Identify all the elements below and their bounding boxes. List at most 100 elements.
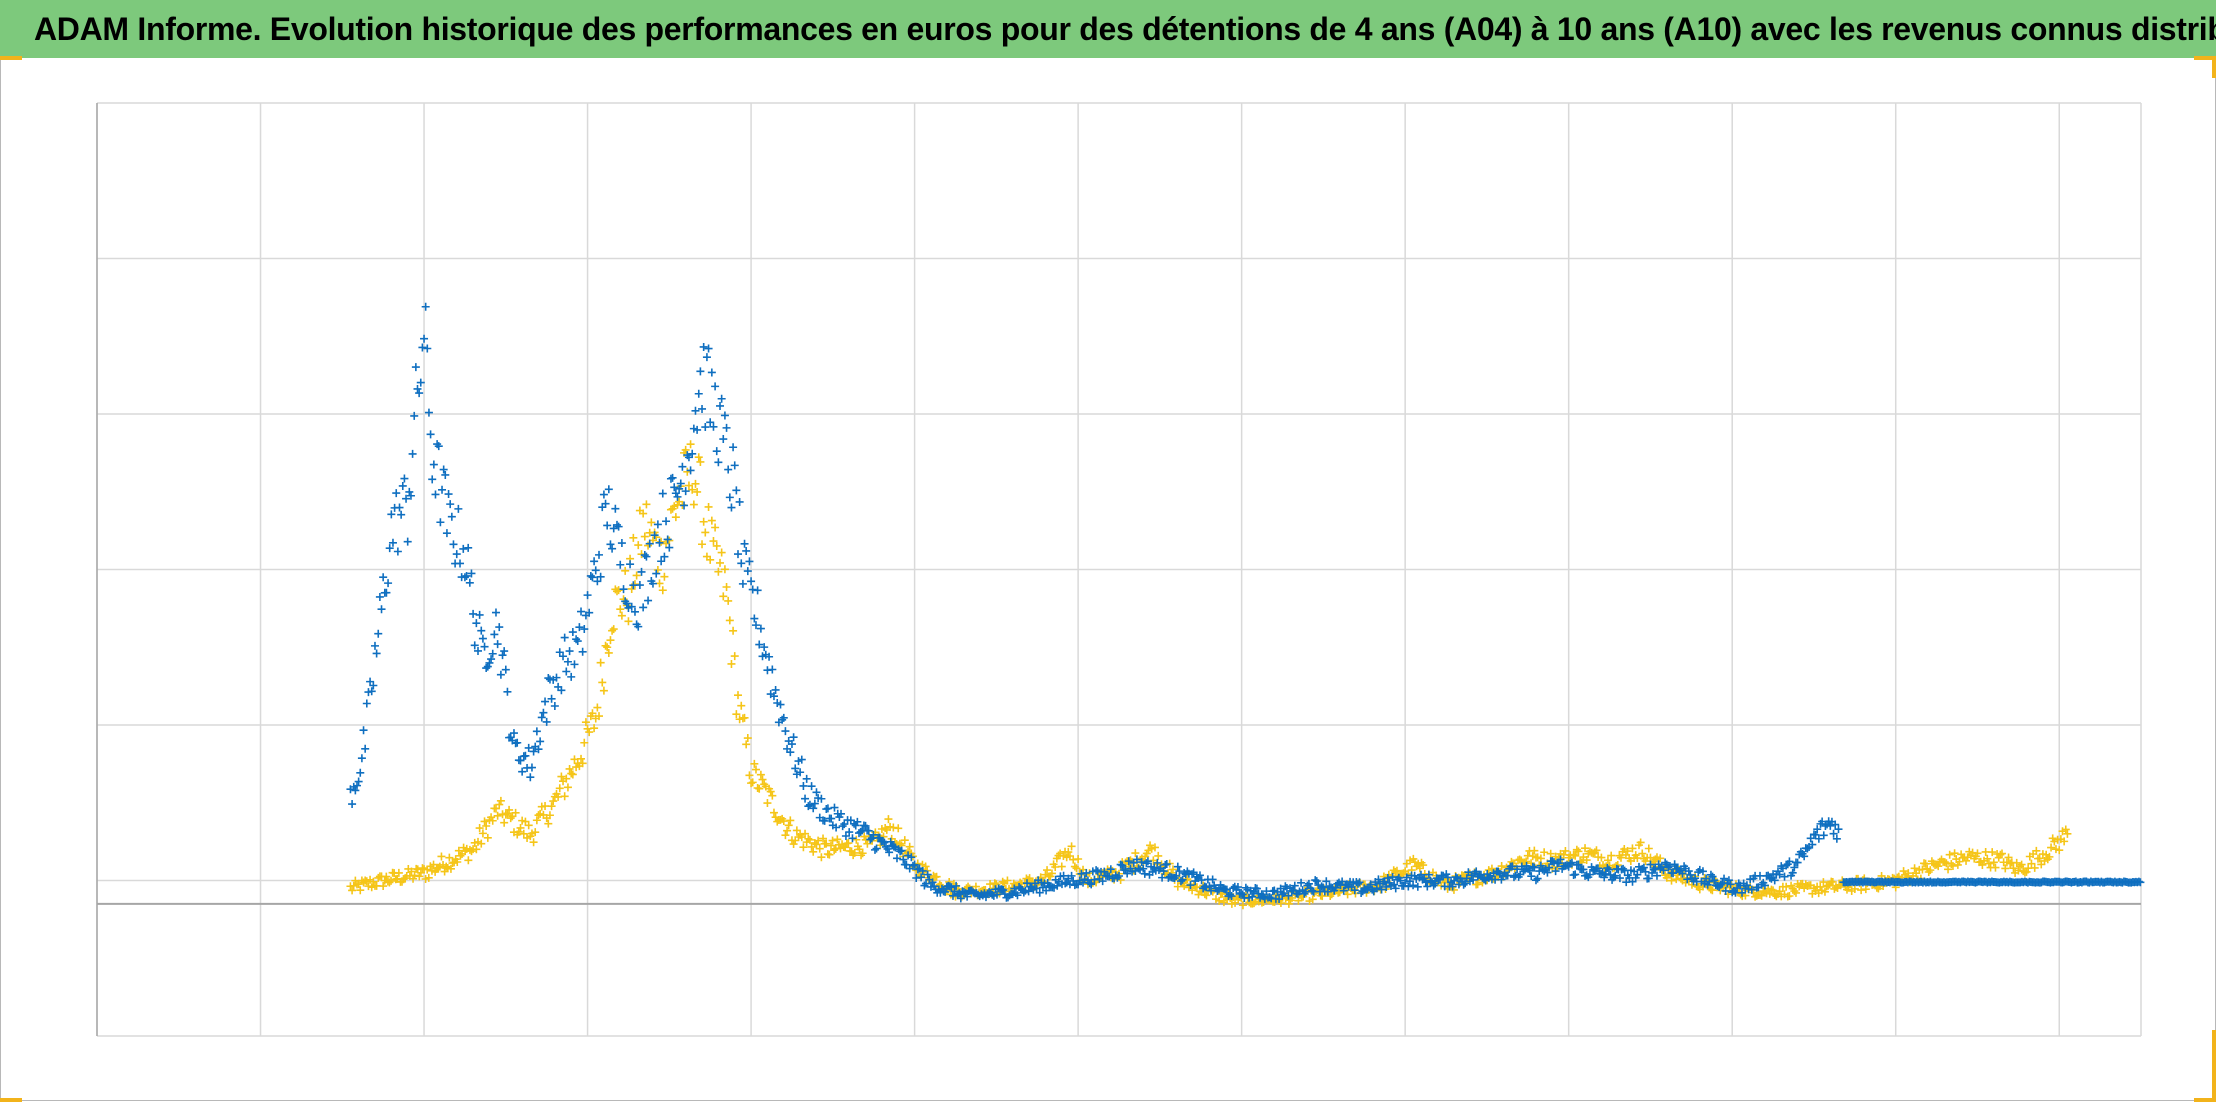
a10-marker	[431, 490, 440, 499]
a10-marker	[1615, 874, 1624, 883]
a10-marker	[779, 713, 788, 722]
a10-marker	[1678, 869, 1687, 878]
a04-marker	[725, 616, 734, 625]
a10-marker	[1186, 881, 1195, 890]
a10-marker	[1124, 857, 1133, 866]
a04-marker	[437, 852, 446, 861]
a10-marker	[439, 465, 448, 474]
a10-marker	[1566, 859, 1575, 868]
a04-marker	[1945, 850, 1954, 859]
a10-marker	[586, 571, 595, 580]
a10-marker	[575, 623, 584, 632]
a04-marker	[895, 839, 904, 848]
a10-marker	[691, 406, 700, 415]
a04-marker	[881, 824, 890, 833]
a10-marker	[1543, 868, 1552, 877]
a10-marker	[1092, 866, 1101, 875]
a04-marker	[621, 566, 630, 575]
title-bar: ADAM Informe. Evolution historique des p…	[0, 0, 2216, 58]
a10-marker	[686, 466, 695, 475]
a10-marker	[1670, 860, 1679, 869]
a10-marker	[722, 423, 731, 432]
a04-marker	[1782, 882, 1791, 891]
a04-marker	[1561, 846, 1570, 855]
a04-marker	[1656, 854, 1665, 863]
a04-marker	[1025, 874, 1034, 883]
a10-marker	[1459, 880, 1468, 889]
a10-marker	[947, 883, 956, 892]
a10-marker	[572, 635, 581, 644]
a10-marker	[845, 828, 854, 837]
a10-marker	[719, 435, 728, 444]
a10-marker	[474, 646, 483, 655]
a10-marker	[614, 522, 623, 531]
a10-marker	[1176, 877, 1185, 886]
a04-marker	[1998, 849, 2007, 858]
a04-marker	[609, 625, 618, 634]
a04-marker	[1473, 880, 1482, 889]
a10-marker	[637, 567, 646, 576]
a10-marker	[899, 855, 908, 864]
a04-marker	[1623, 847, 1632, 856]
a10-marker	[379, 573, 388, 582]
a10-marker	[913, 865, 922, 874]
a04-marker	[1308, 895, 1317, 904]
a04-marker	[511, 808, 520, 817]
a04-marker	[709, 537, 718, 546]
a10-marker	[742, 546, 751, 555]
a10-marker	[544, 674, 553, 683]
a10-marker	[1834, 825, 1843, 834]
a04-marker	[1769, 886, 1778, 895]
a10-marker	[751, 621, 760, 630]
a10-marker	[411, 363, 420, 372]
a04-marker	[1192, 883, 1201, 892]
a10-marker	[820, 816, 829, 825]
a10-marker	[1383, 874, 1392, 883]
a10-marker	[1042, 886, 1051, 895]
a04-marker	[601, 641, 610, 650]
a10-marker	[1503, 871, 1512, 880]
a10-marker	[447, 512, 456, 521]
a10-marker	[750, 614, 759, 623]
a10-marker	[555, 648, 564, 657]
a10-marker	[675, 484, 684, 493]
a04-marker	[688, 485, 697, 494]
a10-marker	[464, 543, 473, 552]
a10-marker	[832, 823, 841, 832]
a04-marker	[1582, 856, 1591, 865]
a10-marker	[421, 302, 430, 311]
a10-marker	[526, 773, 535, 782]
a04-marker	[691, 479, 700, 488]
a04-marker	[532, 816, 541, 825]
a10-marker	[503, 687, 512, 696]
a10-marker	[1585, 870, 1594, 879]
a10-marker	[467, 569, 476, 578]
a10-marker	[397, 510, 406, 519]
a04-marker	[1962, 856, 1971, 865]
a04-marker	[2030, 863, 2039, 872]
a04-marker	[693, 487, 702, 496]
a10-marker	[1106, 865, 1115, 874]
a10-marker	[1132, 855, 1141, 864]
a10-marker	[459, 544, 468, 553]
a10-marker	[1738, 888, 1747, 897]
a10-marker	[812, 788, 821, 797]
a04-marker	[1569, 850, 1578, 859]
a04-marker	[769, 808, 778, 817]
a04-marker	[516, 823, 525, 832]
a10-marker	[418, 343, 427, 352]
a10-marker	[699, 342, 708, 351]
a04-marker	[2004, 853, 2013, 862]
a10-marker	[1317, 882, 1326, 891]
a10-marker	[1691, 874, 1700, 883]
a10-marker	[1353, 879, 1362, 888]
a10-marker	[1372, 884, 1381, 893]
a10-marker	[1053, 881, 1062, 890]
a10-marker	[644, 596, 653, 605]
a10-marker	[1775, 870, 1784, 879]
a10-marker	[650, 531, 659, 540]
a04-marker	[809, 847, 818, 856]
a04-marker	[529, 838, 538, 847]
a04-marker	[1850, 884, 1859, 893]
a10-marker	[1159, 867, 1168, 876]
